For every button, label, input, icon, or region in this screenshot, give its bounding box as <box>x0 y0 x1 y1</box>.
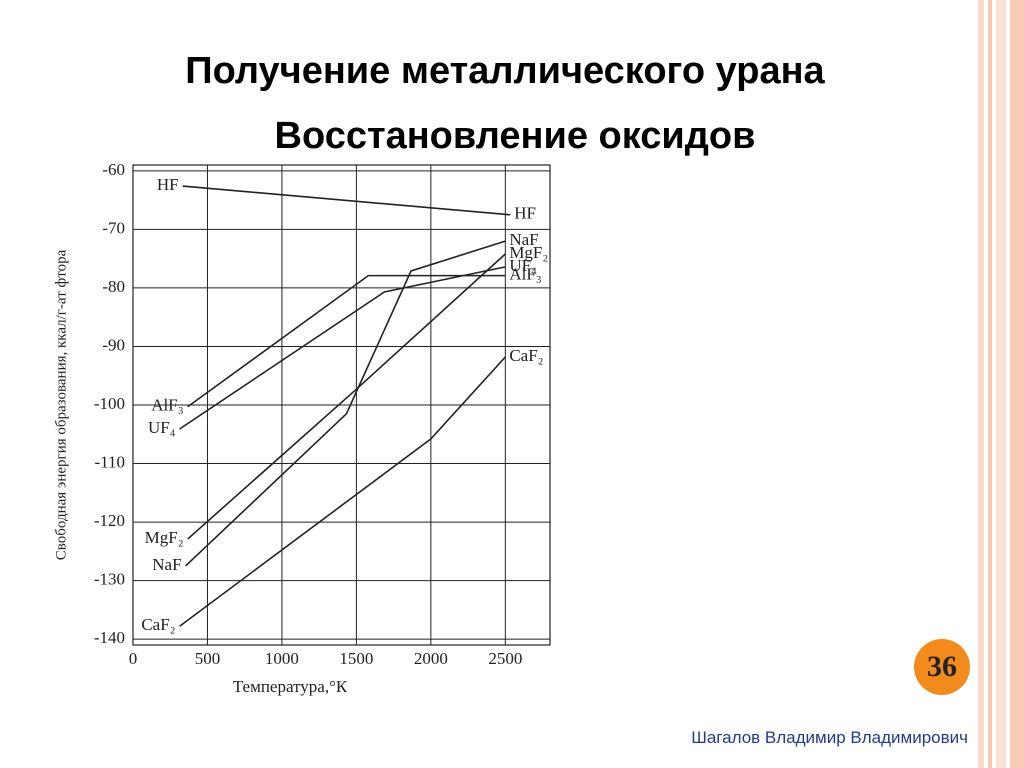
decor-stripe <box>1010 0 1024 768</box>
series-label: NaF <box>152 555 181 574</box>
series-line <box>185 240 506 567</box>
y-tick-label: -140 <box>94 628 125 647</box>
series-label: UF₄ <box>509 256 537 275</box>
x-tick-label: 1500 <box>339 649 373 668</box>
series-label: MgF₂ <box>509 243 548 262</box>
decor-stripe <box>978 0 984 768</box>
y-tick-label: -130 <box>94 570 125 589</box>
series-label: HF <box>157 175 179 194</box>
y-tick-label: -70 <box>102 218 125 237</box>
series-label: MgF₂ <box>145 528 184 547</box>
y-tick-label: -110 <box>94 452 125 471</box>
chart-bg <box>20 150 560 705</box>
x-tick-label: 2500 <box>488 649 522 668</box>
x-tick-label: 0 <box>129 649 138 668</box>
decor-stripe <box>988 0 992 768</box>
y-tick-label: -60 <box>102 160 125 179</box>
series-label: CaF₂ <box>141 615 175 634</box>
series-label: AlF₃ <box>509 265 541 284</box>
series-label: AlF₃ <box>151 396 183 415</box>
x-tick-label: 2000 <box>414 649 448 668</box>
series-label: HF <box>514 204 536 223</box>
series-line <box>179 356 506 627</box>
y-tick-label: -90 <box>102 335 125 354</box>
y-axis-label: Свободная энергия образования, ккал/г-ат… <box>53 249 69 560</box>
y-tick-label: -80 <box>102 277 125 296</box>
x-tick-label: 1000 <box>265 649 299 668</box>
series-line <box>182 185 511 216</box>
page-number: 36 <box>914 639 970 695</box>
y-tick-label: -100 <box>94 394 125 413</box>
x-axis-label: Температура,°К <box>233 677 348 696</box>
author: Шагалов Владимир Владимирович <box>691 728 968 747</box>
decor-stripe <box>996 0 1006 768</box>
series-label: CaF₂ <box>509 346 543 365</box>
x-tick-label: 500 <box>195 649 221 668</box>
series-line <box>187 253 506 540</box>
series-label: NaF <box>509 230 538 249</box>
slide-title: Получение металлического урана <box>185 50 825 92</box>
y-tick-label: -120 <box>94 511 125 530</box>
series-line <box>187 274 506 408</box>
series-label: UF₄ <box>148 418 176 437</box>
